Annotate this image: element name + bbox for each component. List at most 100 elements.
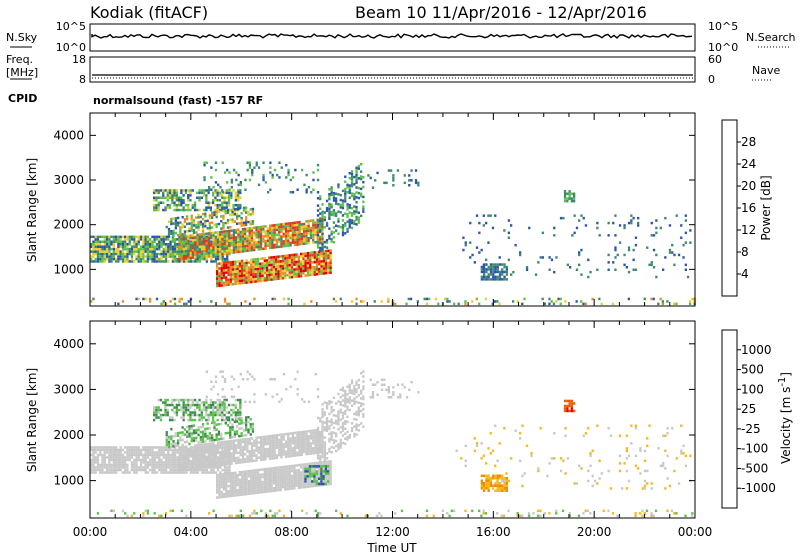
data-cell [297,484,300,487]
data-cell [306,274,310,277]
data-cell [207,457,210,461]
data-cell [428,297,431,301]
data-cell [328,234,331,238]
data-cell [270,484,273,488]
data-cell [108,243,111,246]
data-cell [320,260,323,263]
data-cell [182,199,185,202]
data-cell [235,171,238,174]
data-cell [293,482,296,485]
data-cell [236,267,239,271]
data-cell [256,267,260,271]
data-cell [222,488,226,491]
data-cell [241,276,244,280]
data-cell [251,171,254,174]
data-cell [177,431,180,435]
data-cell [268,271,271,274]
data-cell [261,468,264,471]
data-cell [309,251,312,255]
data-cell [229,428,232,432]
data-cell [320,252,323,256]
data-cell [182,255,186,258]
data-cell [184,411,188,414]
data-cell [239,403,242,407]
nsky-tick-top: 10^5 [56,20,86,33]
data-cell [223,230,226,233]
data-cell [121,247,125,251]
data-cell [155,463,159,467]
data-cell [269,166,272,169]
data-cell [322,267,325,270]
data-cell [498,256,501,259]
data-cell [245,276,248,279]
data-cell [682,256,685,259]
data-cell [271,447,274,450]
data-cell [176,466,179,469]
data-cell [262,227,265,231]
data-cell [212,255,215,258]
data-cell [250,263,253,267]
data-cell [244,440,247,444]
data-cell [236,481,239,484]
data-cell [245,482,248,486]
data-cell [271,243,274,247]
data-cell [159,418,163,422]
data-cell [318,258,321,261]
data-cell [205,196,208,199]
data-cell [341,219,345,222]
data-cell [286,261,289,265]
data-cell [191,246,195,249]
data-cell [309,231,313,235]
data-cell [236,279,239,283]
nsearch-tick-bottom: 10^0 [708,41,738,54]
data-cell [266,232,269,235]
data-cell [96,238,100,241]
data-cell [213,421,216,424]
data-cell [297,255,300,258]
data-cell [194,248,197,252]
data-cell [350,194,354,198]
data-cell [325,221,329,225]
data-cell [144,463,147,467]
data-cell [257,248,260,251]
data-cell [153,260,156,263]
data-cell [167,250,170,253]
data-cell [112,240,115,243]
data-cell [271,434,274,438]
data-cell [323,240,326,244]
data-cell [228,246,231,250]
data-cell [494,214,497,217]
data-cell [627,248,631,252]
data-cell [115,448,118,452]
data-cell [203,443,206,446]
data-cell [181,225,184,229]
data-cell [223,471,227,474]
data-cell [229,268,232,271]
data-cell [112,468,115,472]
data-cell [278,233,281,236]
data-cell [174,231,177,235]
data-cell [171,451,174,454]
data-cell [293,270,296,274]
data-cell [195,231,198,234]
data-cell [222,217,225,220]
data-cell [273,456,276,460]
data-cell [392,184,395,187]
data-cell [309,229,313,232]
data-cell [207,406,210,409]
data-cell [179,221,182,224]
data-cell [99,243,102,246]
data-cell [291,236,294,239]
data-cell [296,454,299,457]
data-cell [198,300,202,303]
data-cell [153,196,156,199]
data-cell [117,468,120,472]
data-cell [309,482,312,486]
data-cell [298,223,301,226]
data-cell [218,403,222,407]
data-cell [121,448,125,452]
data-cell [247,469,251,473]
data-cell [245,281,248,284]
data-cell [414,179,418,182]
data-cell [316,168,320,172]
